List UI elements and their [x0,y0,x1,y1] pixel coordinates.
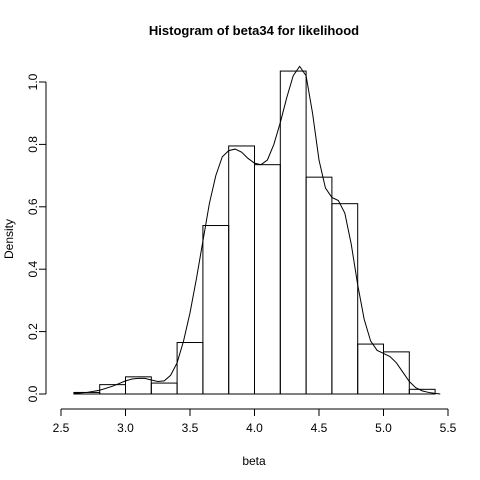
histogram-bar [305,176,333,395]
histogram-bar [331,203,359,395]
x-tick-label: 5.0 [375,421,392,435]
histogram-bar [254,164,281,395]
x-tick-label: 4.5 [311,421,328,435]
x-tick-label: 2.5 [53,421,70,435]
x-axis-label: beta [242,454,266,468]
histogram-bar [202,225,230,395]
y-tick-label: 0.8 [26,136,40,153]
y-axis: 0.0 0.2 0.4 0.6 0.8 1.0 [26,73,47,402]
histogram-bar [150,382,178,395]
y-tick-label: 1.0 [26,73,40,90]
y-tick-label: 0.6 [26,198,40,215]
chart-title: Histogram of beta34 for likelihood [149,23,359,38]
y-tick-label: 0.0 [26,385,40,402]
y-tick-label: 0.4 [26,261,40,278]
x-tick-label: 5.5 [440,421,457,435]
y-tick-label: 0.2 [26,323,40,340]
histogram-bar [383,351,410,395]
histogram-bar [408,388,436,395]
histogram-bar [279,70,307,395]
y-axis-label: Density [2,219,16,259]
x-tick-label: 4.0 [246,421,263,435]
x-tick-label: 3.5 [182,421,199,435]
x-axis: 2.5 3.0 3.5 4.0 4.5 5.0 5.5 [53,408,457,435]
density-curve [73,65,441,395]
histogram-bar [228,145,255,395]
x-tick-label: 3.0 [117,421,134,435]
histogram-bars [73,70,436,395]
